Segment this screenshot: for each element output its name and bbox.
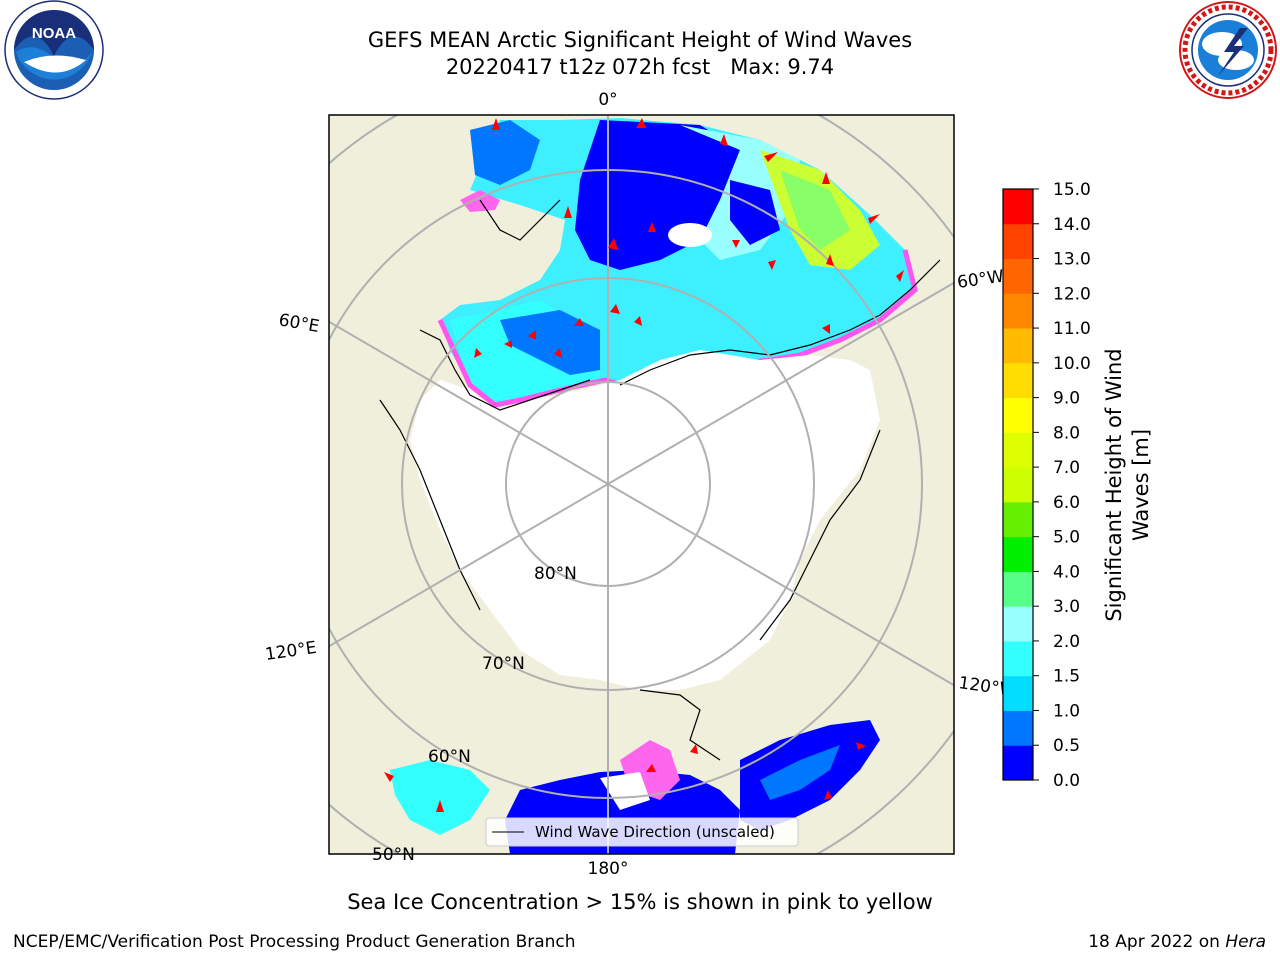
colorbar-tick-label: 8.0 <box>1053 423 1080 443</box>
meridian-label-120e: 120°E <box>264 638 318 665</box>
colorbar-tick-label: 1.0 <box>1053 701 1080 721</box>
colorbar: 0.0 0.5 1.0 1.5 2.0 3.0 4.0 5.0 6.0 7.0 8.0 9.0 10.0… <box>1002 180 1091 791</box>
colorbar-tick-label: 0.5 <box>1053 736 1080 756</box>
colorbar-tick-label: 15.0 <box>1053 180 1091 200</box>
chart-subtitle: 20220417 t12z 072h fcst Max: 9.74 <box>445 55 835 79</box>
colorbar-tick-label: 5.0 <box>1053 528 1080 548</box>
colorbar-segment <box>1003 571 1033 607</box>
colorbar-tick-label: 14.0 <box>1053 215 1091 235</box>
colorbar-tick-label: 3.0 <box>1053 597 1080 617</box>
footer-host: Hera <box>1225 932 1266 952</box>
meridian-label-60w: 60°W <box>956 267 1005 293</box>
wind-wave-arrows <box>384 118 904 812</box>
colorbar-segment <box>1003 362 1033 399</box>
colorbar-tick-label: 13.0 <box>1053 250 1091 270</box>
colorbar-frame <box>1002 188 1034 781</box>
colorbar-segment <box>1003 397 1033 433</box>
colorbar-segment <box>1003 432 1033 468</box>
colorbar-title-line-1: Significant Height of Wind <box>1102 348 1126 622</box>
colorbar-title-line-2: Waves [m] <box>1129 428 1153 542</box>
latitude-label-80n: 80°N <box>534 564 577 584</box>
colorbar-tick-label: 7.0 <box>1053 458 1080 478</box>
colorbar-segment <box>1003 258 1033 294</box>
colorbar-tick-label: 10.0 <box>1053 354 1091 374</box>
footer-credit: NCEP/EMC/Verification Post Processing Pr… <box>13 932 576 952</box>
colorbar-segment <box>1003 675 1033 711</box>
colorbar-title: Significant Height of Wind Waves [m] <box>1101 348 1155 621</box>
graticule <box>329 115 954 854</box>
colorbar-tick-label: 6.0 <box>1053 493 1080 513</box>
colorbar-tick-label: 0.0 <box>1053 771 1080 791</box>
colorbar-segment <box>1003 467 1033 503</box>
footer-date-text: 18 Apr 2022 on <box>1088 932 1226 952</box>
colorbar-segment <box>1003 501 1033 538</box>
colorbar-segment <box>1003 710 1033 746</box>
colorbar-tick-label: 9.0 <box>1053 389 1080 409</box>
noaa-logo-text: NOAA <box>32 25 76 42</box>
legend-label: Wind Wave Direction (unscaled) <box>535 823 775 841</box>
chart-title: GEFS MEAN Arctic Significant Height of W… <box>367 28 913 52</box>
colorbar-segment <box>1003 223 1033 260</box>
arctic-ice <box>410 350 880 690</box>
latitude-label-50n: 50°N <box>372 845 415 865</box>
colorbar-segment <box>1003 745 1033 781</box>
colorbar-segment <box>1003 293 1033 329</box>
colorbar-tick-label: 4.0 <box>1053 562 1080 582</box>
map-frame <box>328 114 955 855</box>
map-legend: Wind Wave Direction (unscaled) <box>485 817 799 847</box>
footer-date: 18 Apr 2022 on Hera <box>1088 932 1266 952</box>
colorbar-segment <box>1003 536 1033 572</box>
colorbar-segment <box>1003 328 1033 364</box>
sea-ice-note: Sea Ice Concentration > 15% is shown in … <box>347 890 933 914</box>
colorbar-segment <box>1003 606 1033 642</box>
meridian-label-60e: 60°E <box>277 310 321 337</box>
coastlines <box>379 199 941 761</box>
colorbar-tick-label: 11.0 <box>1053 319 1091 339</box>
colorbar-tick-label: 12.0 <box>1053 284 1091 304</box>
atlantic-wave-field <box>440 118 915 405</box>
colorbar-segment <box>1003 189 1033 225</box>
nws-logo-icon <box>1179 1 1277 99</box>
colorbar-segment <box>1003 640 1033 677</box>
latitude-label-60n: 60°N <box>428 747 471 767</box>
latitude-label-70n: 70°N <box>482 654 525 674</box>
meridian-label-0: 0° <box>598 90 617 110</box>
meridian-label-180: 180° <box>588 859 629 879</box>
noaa-logo-icon: NOAA <box>4 0 104 100</box>
colorbar-tick-label: 1.5 <box>1053 667 1080 687</box>
colorbar-tick-label: 2.0 <box>1053 632 1080 652</box>
